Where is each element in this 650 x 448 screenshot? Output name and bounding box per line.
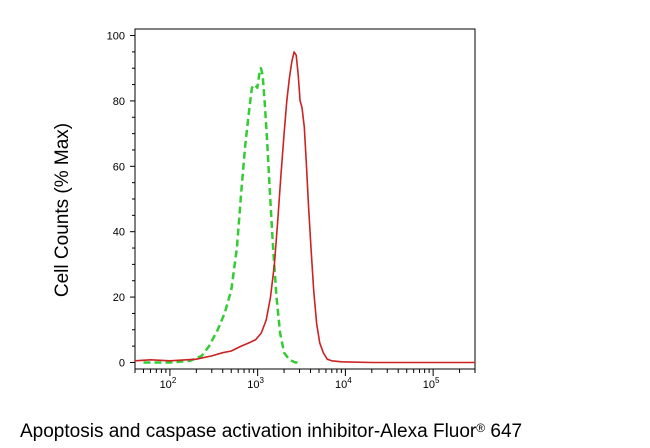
y-tick-label-80: 80 (113, 96, 125, 108)
series-line-1 (143, 66, 300, 364)
y-tick-label-60: 60 (113, 161, 125, 173)
x-tick-label-5: 105 (423, 376, 440, 391)
x-axis-title: Apoptosis and caspase activation inhibit… (20, 421, 522, 442)
x-axis: 102 103 104 105 (134, 369, 476, 391)
y-axis-title: Cell Counts (% Max) (52, 123, 73, 297)
y-tick-label-20: 20 (113, 292, 125, 304)
x-axis-title-tail: 647 (485, 421, 522, 442)
series-layer (134, 51, 475, 364)
plot-frame (134, 28, 476, 370)
x-tick-label-4: 104 (335, 376, 352, 391)
x-axis-title-registered: ® (476, 421, 485, 435)
x-tick-label-3: 103 (247, 376, 264, 391)
y-tick-label-100: 100 (107, 31, 125, 43)
x-tick-label-2: 102 (160, 376, 177, 391)
series-line-2 (134, 51, 475, 364)
y-tick-label-0: 0 (119, 357, 125, 369)
y-axis: 0 20 40 60 80 100 (107, 31, 135, 369)
y-tick-label-40: 40 (113, 227, 125, 239)
x-axis-title-main: Apoptosis and caspase activation inhibit… (20, 421, 477, 442)
